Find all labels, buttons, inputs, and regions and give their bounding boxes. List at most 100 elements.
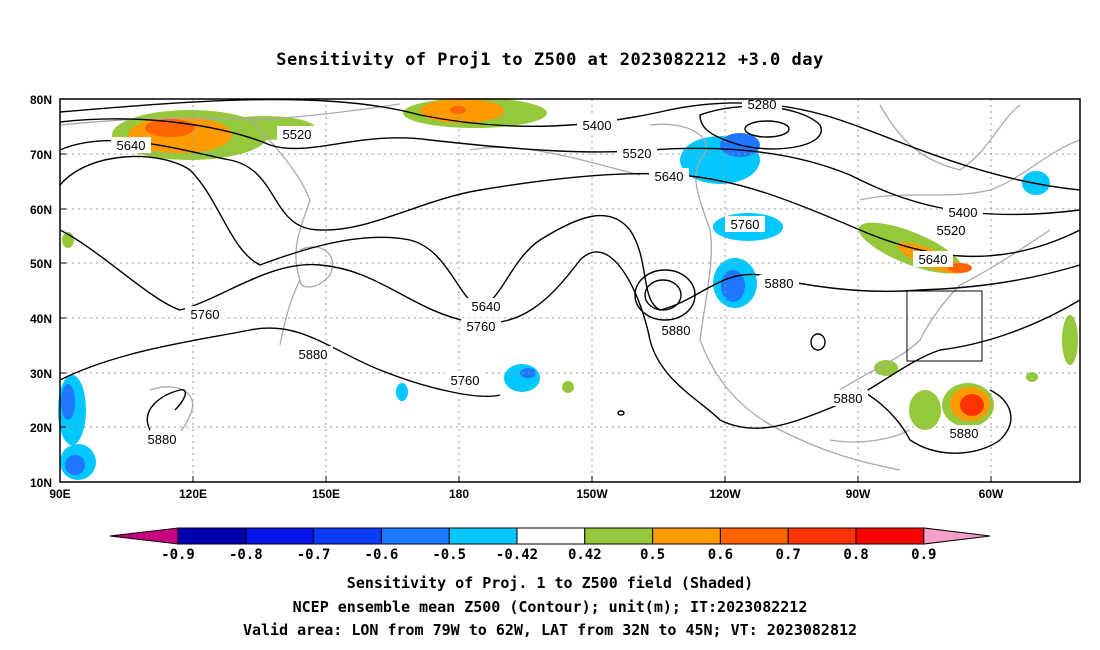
coast-east-asia xyxy=(249,119,311,346)
colorbar-segment xyxy=(448,527,518,545)
shade-green xyxy=(562,381,574,393)
contour-label: 5760 xyxy=(451,373,480,388)
lat-label: 80N xyxy=(30,93,52,107)
contour-label-bg xyxy=(577,117,617,133)
contour-high-inner xyxy=(644,279,682,311)
valid-area-box xyxy=(906,290,983,362)
colorbar-label: 0.42 xyxy=(568,547,602,563)
caption-line-2: NCEP ensemble mean Z500 (Contour); unit(… xyxy=(292,598,808,616)
contour-5760 xyxy=(59,155,1081,311)
colorbar-segment xyxy=(516,527,586,545)
contour-label: 5880 xyxy=(765,276,794,291)
colorbar-label: 0.7 xyxy=(776,547,801,563)
contour-label-bg xyxy=(466,298,506,314)
colorbar-label: -0.42 xyxy=(496,547,538,563)
coast-north-america-west xyxy=(649,123,781,431)
contour-label: 5280 xyxy=(748,97,777,112)
lon-label: 60W xyxy=(979,487,1004,501)
colorbar-segment xyxy=(380,527,450,545)
lon-label: 120W xyxy=(709,487,741,501)
caption-line-1: Sensitivity of Proj. 1 to Z500 field (Sh… xyxy=(346,574,754,592)
contour-label-bg xyxy=(461,318,501,334)
contour-label-bg xyxy=(931,222,971,238)
contour-label-bg xyxy=(828,390,868,406)
colorbar-label: -0.8 xyxy=(229,547,263,563)
contour-label-bg xyxy=(142,431,182,447)
shade-green xyxy=(874,360,898,376)
contour-label-bg xyxy=(293,346,333,362)
shade-lightblue xyxy=(61,384,75,420)
colorbar-label: 0.5 xyxy=(640,547,665,563)
contour-label: 5400 xyxy=(949,205,978,220)
colorbar-segment xyxy=(177,527,247,545)
colorbar-segment xyxy=(787,527,857,545)
plot-frame xyxy=(59,98,1081,483)
contour-5880-caribbean xyxy=(859,389,1012,454)
shade-red xyxy=(960,394,984,416)
contour-label-bg xyxy=(649,168,689,184)
colorbar-segment xyxy=(313,527,382,545)
colorbar-label: 0.6 xyxy=(708,547,733,563)
shade-green xyxy=(909,390,941,430)
contour-small-high xyxy=(810,333,826,351)
lat-label: 70N xyxy=(30,148,52,162)
contour-label-bg xyxy=(944,425,984,441)
lon-label: 150E xyxy=(312,487,340,501)
lon-label: 120E xyxy=(179,487,207,501)
lat-label: 40N xyxy=(30,312,52,326)
colorbar-segment xyxy=(245,527,315,545)
contour-label: 5880 xyxy=(299,347,328,362)
contour-5640 xyxy=(59,139,1081,258)
contour-high-5880 xyxy=(634,269,696,321)
colorbar-label: -0.9 xyxy=(161,547,195,563)
contour-label: 5400 xyxy=(583,118,612,133)
shade-lightblue xyxy=(65,455,85,475)
lon-label: 90E xyxy=(49,487,70,501)
contour-label: 5760 xyxy=(191,307,220,322)
contour-label-bg xyxy=(725,216,765,232)
contour-label-bg xyxy=(277,126,317,142)
contour-low-center xyxy=(744,120,790,138)
contour-label: 5880 xyxy=(148,432,177,447)
shade-green xyxy=(1026,372,1038,382)
lat-label: 10N xyxy=(30,476,52,490)
colorbar-label: -0.7 xyxy=(297,547,331,563)
lat-label: 20N xyxy=(30,421,52,435)
contour-label: 5880 xyxy=(950,426,979,441)
contour-label: 5520 xyxy=(283,127,312,142)
coast-us-east xyxy=(839,229,1051,391)
map-title: Sensitivity of Proj1 to Z500 at 20230822… xyxy=(276,50,824,70)
lon-label: 90W xyxy=(846,487,871,501)
coast-caribbean xyxy=(829,429,911,443)
lat-label: 50N xyxy=(30,257,52,271)
colorbar: -0.9 -0.8 -0.7 -0.6 -0.5 -0.42 0.42 0.5 0.6 0.7 0.… xyxy=(109,527,991,563)
contour-5880-philippines xyxy=(146,389,187,431)
contour-5880-north xyxy=(59,229,1081,429)
contour-label-bg xyxy=(185,306,225,322)
shade-green xyxy=(1062,315,1078,365)
contour-label: 5880 xyxy=(834,391,863,406)
contour-label-bg xyxy=(742,96,782,112)
z500-contours xyxy=(59,98,1081,454)
grid xyxy=(60,99,1080,482)
coast-siberia xyxy=(59,103,401,126)
colorbar-arrow-right xyxy=(923,527,991,545)
shade-cyan xyxy=(396,383,408,401)
colorbar-label: 0.9 xyxy=(911,547,936,563)
colorbar-segment xyxy=(719,527,789,545)
caption-line-3: Valid area: LON from 79W to 62W, LAT fro… xyxy=(242,621,858,639)
shade-cyan xyxy=(504,364,540,392)
shade-darkorange xyxy=(948,263,972,273)
lon-labels: 90E 120E 150E 180 150W 120W 90W 60W xyxy=(49,487,1004,501)
lat-label: 30N xyxy=(30,367,52,381)
lat-labels: 80N 70N 60N 50N 40N 30N 20N 10N xyxy=(30,93,52,490)
shade-lightblue xyxy=(721,270,745,302)
contour-label: 5760 xyxy=(731,217,760,232)
contour-label-bg xyxy=(913,251,953,267)
contour-label-bg xyxy=(445,372,485,388)
coast-aleutians xyxy=(469,146,641,176)
contour-label-bg xyxy=(617,145,657,161)
contour-5520 xyxy=(59,118,1081,216)
colorbar-segment xyxy=(652,527,721,545)
